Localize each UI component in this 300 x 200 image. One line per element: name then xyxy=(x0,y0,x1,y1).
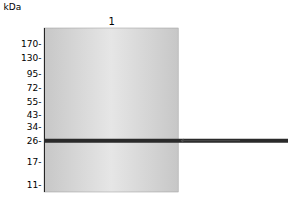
svg-text:kDa: kDa xyxy=(4,2,22,12)
svg-text:95-: 95- xyxy=(27,69,42,79)
svg-text:17-: 17- xyxy=(27,157,42,167)
svg-text:34-: 34- xyxy=(27,122,42,132)
svg-text:130-: 130- xyxy=(21,53,41,63)
svg-text:26-: 26- xyxy=(27,136,42,146)
svg-text:72-: 72- xyxy=(27,83,42,93)
svg-text:1: 1 xyxy=(108,16,114,27)
svg-text:11-: 11- xyxy=(27,180,42,190)
svg-text:170-: 170- xyxy=(21,39,41,49)
svg-text:43-: 43- xyxy=(27,110,42,120)
svg-text:55-: 55- xyxy=(27,97,42,107)
